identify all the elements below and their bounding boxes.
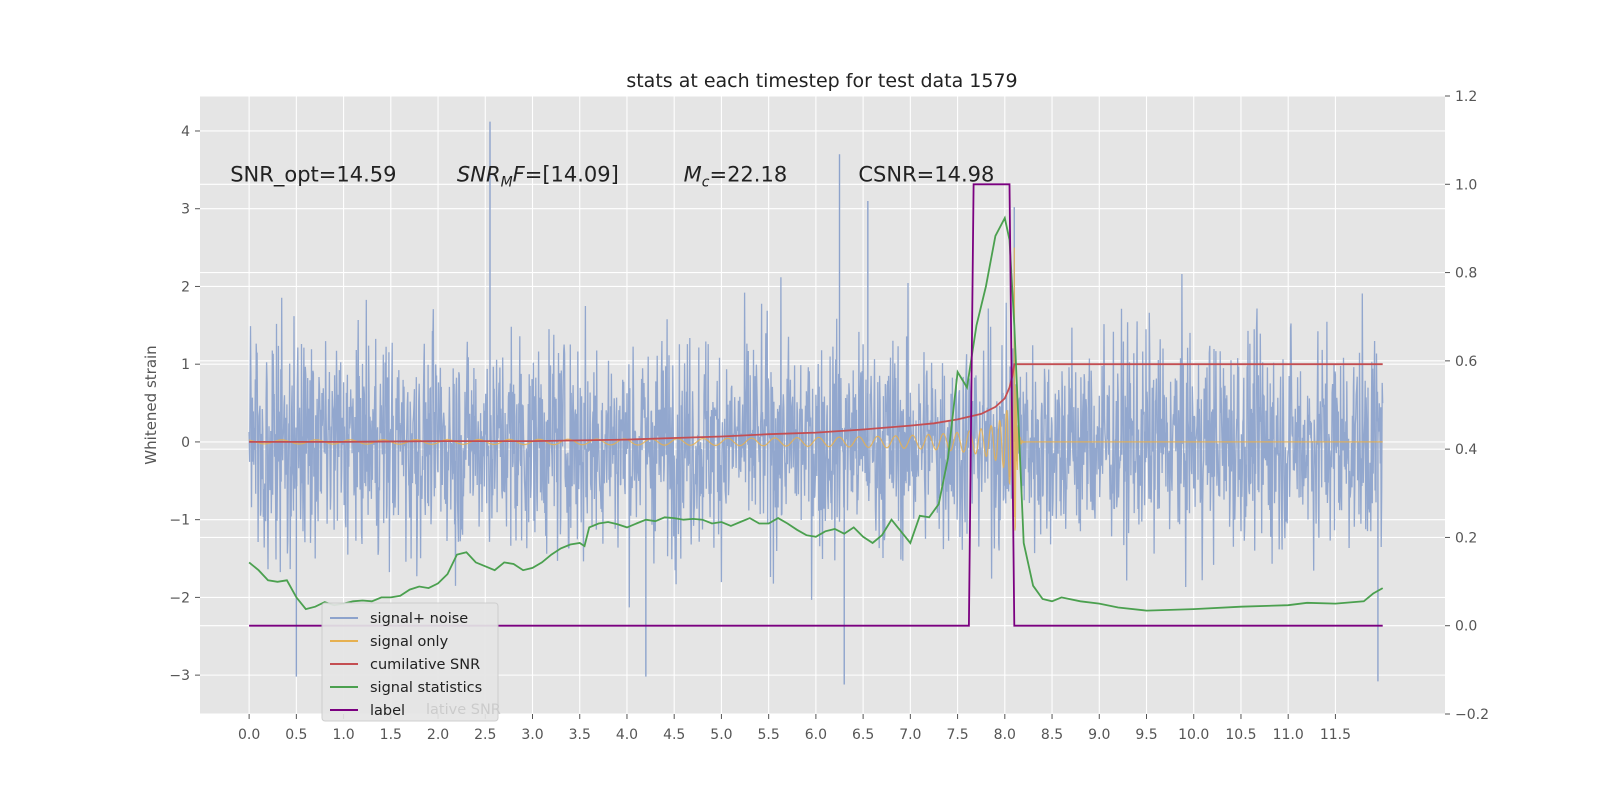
x-tick-label: 4.0 — [616, 727, 638, 743]
chart-title: stats at each timestep for test data 157… — [626, 70, 1017, 92]
x-tick-label: 11.0 — [1273, 727, 1304, 743]
series-layer — [248, 121, 1384, 685]
y-tick-label: −3 — [169, 668, 190, 684]
x-tick-label: 9.5 — [1135, 727, 1157, 743]
legend-hidden-text: lative SNR — [426, 702, 501, 718]
x-tick-label: 2.0 — [427, 727, 449, 743]
legend: lative SNR signal+ noise signal only cumila… — [321, 602, 501, 722]
legend-label: cumilative SNR — [370, 657, 480, 673]
x-tick-label: 5.5 — [758, 727, 780, 743]
series-label — [249, 183, 1383, 627]
x-tick-label: 8.0 — [994, 727, 1016, 743]
x-tick-label: 6.0 — [805, 727, 827, 743]
x-tick-label: 7.5 — [946, 727, 968, 743]
y2-tick-label: 0.4 — [1455, 442, 1477, 458]
y-tick-label: −1 — [169, 513, 190, 529]
legend-box — [321, 602, 499, 722]
y-tick-label: 2 — [181, 279, 190, 295]
x-tick-label: 11.5 — [1320, 727, 1351, 743]
y-tick-label: −2 — [169, 590, 190, 606]
x-tick-label: 2.5 — [474, 727, 496, 743]
y2-tick-label: 1.0 — [1455, 177, 1477, 193]
series-signal-only — [248, 247, 1383, 531]
legend-label: signal only — [370, 634, 449, 650]
annotations: SNR_opt=14.59 SNRMF=[14.09] Mc=22.18 CSNR=1… — [230, 163, 994, 191]
y-tick-label: 3 — [181, 202, 190, 218]
x-tick-label: 6.5 — [852, 727, 874, 743]
y2-tick-label: 0.8 — [1455, 266, 1477, 282]
x-tick-label: 4.5 — [663, 727, 685, 743]
y2-tick-label: 0.0 — [1455, 619, 1477, 635]
x-tick-label: 1.0 — [332, 727, 354, 743]
ticks-layer: 0.0 0.5 1.0 1.5 2.0 2.5 3.0 3.5 4.0 4.5 5.0 5.5 6.0 6… — [169, 89, 1489, 743]
legend-label: signal+ noise — [370, 611, 468, 627]
x-tick-label: 0.5 — [285, 727, 307, 743]
x-tick-label: 5.0 — [710, 727, 732, 743]
y2-tick-label: 1.2 — [1455, 89, 1477, 105]
legend-label: label — [370, 703, 405, 719]
y2-tick-label: 0.6 — [1455, 354, 1477, 370]
legend-label: signal statistics — [370, 680, 482, 696]
x-tick-label: 7.0 — [899, 727, 921, 743]
x-tick-label: 3.0 — [521, 727, 543, 743]
x-tick-label: 0.0 — [238, 727, 260, 743]
x-tick-label: 10.0 — [1178, 727, 1209, 743]
x-tick-label: 10.5 — [1225, 727, 1256, 743]
y-axis-label: Whitened strain — [142, 345, 160, 464]
y-tick-label: 1 — [181, 357, 190, 373]
y-tick-label: 4 — [181, 124, 190, 140]
y2-tick-label: 0.2 — [1455, 530, 1477, 546]
annotation: Mc=22.18 — [684, 163, 788, 191]
annotation: SNR_opt=14.59 — [230, 163, 396, 188]
x-tick-label: 9.0 — [1088, 727, 1110, 743]
series-signal-noise — [248, 273, 1384, 608]
x-tick-label: 8.5 — [1041, 727, 1063, 743]
series-signal-statistics — [248, 215, 1384, 612]
series-cumilative-snr — [249, 363, 1383, 443]
annotation: CSNR=14.98 — [858, 163, 994, 187]
annotation: SNRMF=[14.09] — [457, 163, 619, 191]
x-tick-label: 3.5 — [569, 727, 591, 743]
x-tick-label: 1.5 — [380, 727, 402, 743]
y2-tick-label: −0.2 — [1455, 707, 1489, 723]
y-tick-label: 0 — [181, 435, 190, 451]
